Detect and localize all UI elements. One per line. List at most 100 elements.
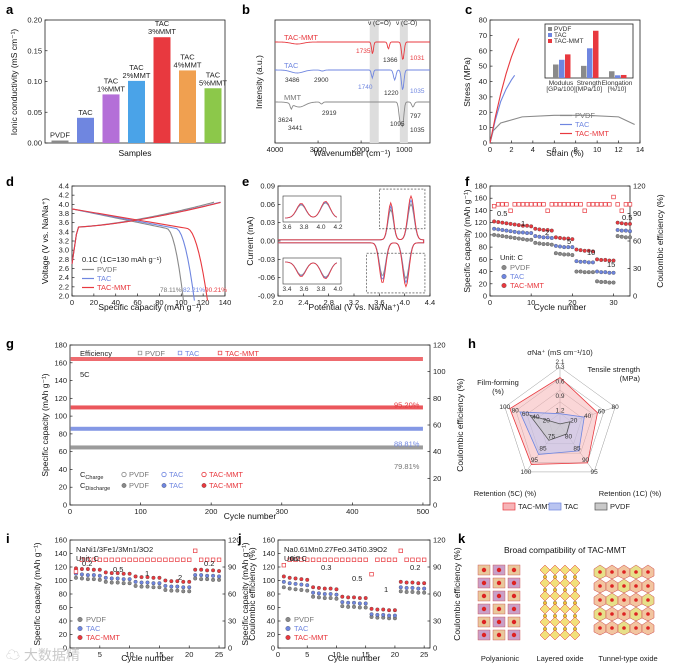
f-pt-TAC-MMT: [508, 221, 513, 226]
f-pt-TAC-MMT: [595, 257, 600, 262]
crystal-tunnel-atom: [622, 584, 626, 588]
j-pt-TAC: [352, 600, 356, 605]
crystal-layer-octa: [539, 616, 551, 628]
i-pt-TAC-MMT: [163, 578, 168, 583]
radar-legend-label: TAC: [564, 502, 579, 511]
crystal-layer-octa: [569, 629, 581, 641]
x-tick-label: 20: [185, 650, 193, 659]
f-pt-PVDF: [562, 252, 567, 257]
i-ce: [127, 557, 132, 562]
crystal-tunnel-atom: [610, 626, 614, 630]
j-pt-PVDF: [334, 596, 339, 601]
f-pt-TAC: [615, 228, 620, 232]
x-tick-label: 80: [155, 298, 163, 307]
f-pt-TAC: [558, 244, 562, 249]
j-pt-TAC-MMT: [281, 574, 286, 579]
inset-e-bottom: [282, 257, 342, 285]
y-tick-label: 100: [474, 230, 487, 239]
f-pt-PVDF: [516, 236, 521, 241]
radar-tick: 85: [573, 445, 581, 452]
f-pt-TAC: [549, 235, 554, 240]
j-ce: [299, 557, 304, 562]
i-pt-TAC-MMT: [115, 571, 120, 576]
i-pt-TAC-MMT: [193, 567, 198, 572]
j-pt-TAC: [334, 592, 339, 597]
j-ce: [310, 557, 316, 562]
rate-label: 0.5: [497, 209, 507, 218]
rate-label: 15: [607, 260, 615, 269]
crystal-poly-atom: [511, 632, 517, 638]
f-pt-TAC-MMT: [525, 223, 530, 228]
watermark: ☁ 大数据精: [6, 645, 80, 665]
j-pt-PVDF: [328, 596, 333, 600]
legend-label: PVDF: [575, 111, 595, 120]
f-pt-TAC: [603, 270, 608, 275]
i-pt-PVDF: [97, 577, 102, 582]
y-tick-label: 0: [63, 644, 67, 653]
i-pt-TAC-MMT: [109, 571, 114, 576]
line-PVDF: [489, 114, 635, 144]
y-tick-label: 180: [54, 341, 67, 350]
i-pt-PVDF: [74, 575, 78, 580]
j-pt-PVDF: [281, 585, 286, 590]
legend-label: PVDF: [97, 265, 117, 274]
legend-swatch: [501, 283, 507, 288]
i-pt-TAC: [199, 573, 204, 578]
zoom-box-top: [379, 188, 426, 230]
legend-label: TAC-MMT: [225, 349, 259, 358]
panel-label: a: [6, 2, 14, 17]
panel-label: i: [6, 531, 10, 546]
crystal-tunnel-atom: [610, 584, 614, 588]
j-ce: [351, 557, 357, 562]
y-tick-label: -0.03: [258, 255, 275, 264]
y-tick-label: 120: [54, 563, 67, 572]
y-tick-label: 0.10: [27, 77, 42, 86]
f-pt-TAC-MMT: [558, 235, 562, 240]
f-pt-TAC: [512, 229, 517, 234]
i-pt-PVDF: [121, 581, 126, 586]
radar-tick: 100: [520, 469, 531, 476]
i-pt-PVDF: [169, 588, 174, 593]
crystal-layer-octa: [559, 603, 571, 615]
x-tick-label: 60: [133, 298, 141, 307]
y-axis-label: Intensity (a.u.): [254, 55, 264, 109]
f-ce: [496, 202, 501, 207]
legend-swatch: [201, 471, 207, 478]
crystal-poly-atom: [511, 593, 517, 599]
y2-axis-label: Coulombic efficiency (%): [455, 378, 465, 472]
crystal-poly-atom: [511, 567, 517, 573]
watermark-text: 大数据精: [23, 647, 80, 663]
series-label: MMT: [284, 93, 301, 102]
legend-swatch: [285, 617, 291, 622]
x-tick-label: 12: [614, 145, 622, 154]
i-pt-TAC: [133, 579, 138, 584]
f-pt-PVDF: [582, 270, 587, 275]
i-ce: [133, 557, 138, 562]
radar-tick: 0.3: [555, 364, 564, 371]
y-tick-label: 50: [479, 62, 487, 71]
j-pt-TAC: [299, 582, 304, 587]
f-pt-TAC: [582, 259, 587, 264]
x-tick-label: 4.4: [425, 298, 435, 307]
structure-label: Tunnel-type oxide: [598, 654, 657, 663]
crystal-layer-octa: [539, 629, 551, 641]
crystal-tunnel-atom: [646, 584, 650, 588]
j-pt-PVDF: [357, 605, 362, 610]
radar-tick: 80: [512, 407, 520, 414]
f-pt-PVDF: [628, 235, 632, 240]
i-pt-TAC-MMT: [187, 579, 192, 584]
f-ce: [549, 202, 554, 207]
f-pt-PVDF: [500, 234, 505, 239]
radar-tick: 0.9: [555, 393, 564, 400]
rate-label: 0.5: [622, 213, 632, 222]
f-pt-TAC-MMT: [623, 221, 628, 226]
f-ce: [545, 208, 550, 213]
material-label: NaNi1/3Fe1/3Mn1/3O2: [76, 545, 153, 554]
y-tick-label: 30: [633, 264, 641, 273]
y-tick-label: 0.15: [27, 46, 42, 55]
f-pt-PVDF: [529, 237, 534, 242]
f-pt-TAC: [537, 234, 542, 239]
i-ce: [193, 548, 198, 553]
f-ce: [504, 202, 509, 207]
inset-e-bottom-tick: 4.0: [333, 286, 342, 293]
